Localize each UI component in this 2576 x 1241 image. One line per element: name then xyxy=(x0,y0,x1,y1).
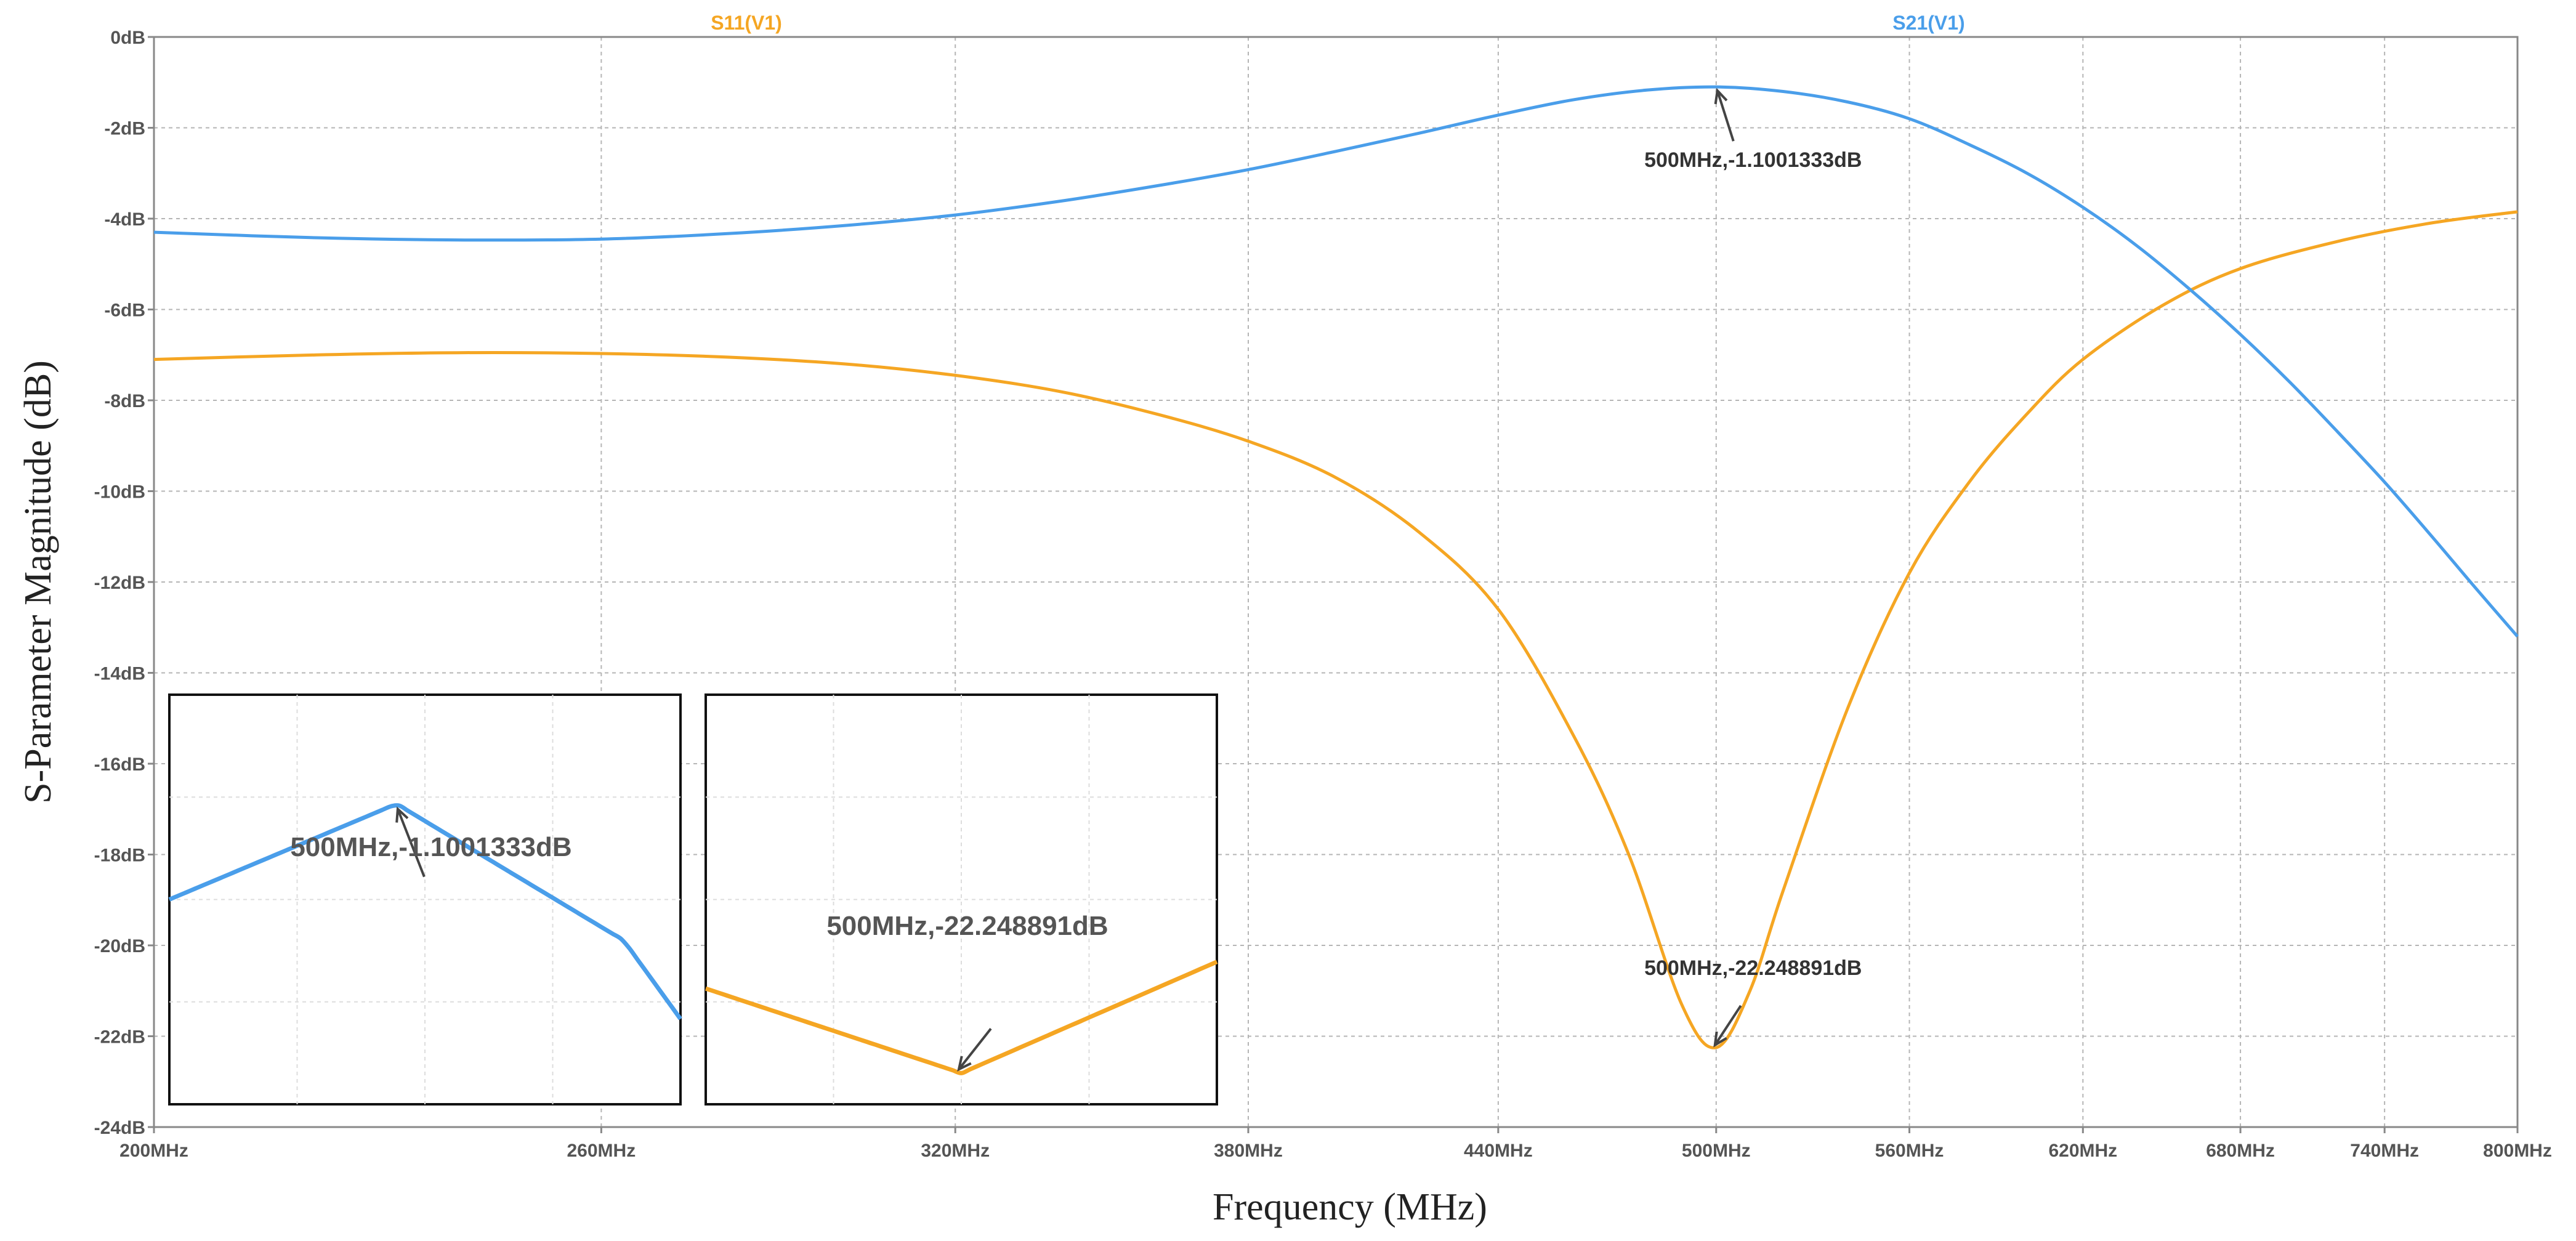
x-tick-label: 500MHz xyxy=(1682,1141,1751,1161)
annotation-label-s11: 500MHz,-22.248891dB xyxy=(1644,956,1862,980)
y-axis-title: S-Parameter Magnitude (dB) xyxy=(17,360,59,804)
inset-arrow xyxy=(958,1028,992,1070)
series-line-s21-v1 xyxy=(153,85,2519,638)
annotation-arrow-s21 xyxy=(1716,90,1735,142)
inset-layer: 500MHz,-1.1001333dB 500MHz,-22.248891dB xyxy=(168,693,1218,1106)
y-tick-label: -24dB xyxy=(94,1118,145,1138)
y-tick-label: -10dB xyxy=(94,482,145,503)
y-tick-label: -6dB xyxy=(104,301,145,321)
annotation-arrow-s11-head xyxy=(1713,1031,1727,1048)
series-layer xyxy=(153,85,2519,1049)
annotation-arrow-s11 xyxy=(1714,1005,1742,1046)
x-tick-label: 260MHz xyxy=(567,1141,636,1161)
inset-label: 500MHz,-22.248891dB xyxy=(826,911,1108,941)
zoom-inset-s11: 500MHz,-22.248891dB xyxy=(705,693,1218,1106)
y-tick-label: -22dB xyxy=(94,1027,145,1048)
x-tick-label: 380MHz xyxy=(1214,1141,1283,1161)
annotation-layer: 500MHz,-1.1001333dB 500MHz,-22.248891dB xyxy=(1644,87,1862,1048)
zoom-inset-s21: 500MHz,-1.1001333dB xyxy=(168,693,682,1106)
y-tick-label: -12dB xyxy=(94,573,145,593)
x-tick-label: 680MHz xyxy=(2206,1141,2275,1161)
y-tick-label: -20dB xyxy=(94,936,145,956)
legend-label: S21(V1) xyxy=(1892,12,1964,34)
tick-layer: 0dB -2dB -4dB -6dB -8dB -10dB -12dB -14dB -16dB -… xyxy=(94,28,2552,1161)
x-tick-label: 620MHz xyxy=(2048,1141,2117,1161)
legend-layer: S11(V1) S21(V1) xyxy=(711,12,1965,34)
y-tick-label: 0dB xyxy=(110,28,145,48)
inset-arrow-head xyxy=(395,806,409,823)
inset-series-line xyxy=(168,803,682,1021)
y-tick-label: -18dB xyxy=(94,846,145,866)
series-line-s11-v1 xyxy=(153,210,2518,1049)
annotation-label-s21: 500MHz,-1.1001333dB xyxy=(1644,148,1862,172)
y-tick-label: -2dB xyxy=(104,119,145,139)
x-axis-title: Frequency (MHz) xyxy=(1213,1186,1487,1228)
x-tick-label: 200MHz xyxy=(119,1141,188,1161)
y-tick-label: -8dB xyxy=(104,391,145,411)
inset-series-line xyxy=(705,960,1218,1075)
y-tick-label: -14dB xyxy=(94,664,145,684)
inset-arrow xyxy=(397,808,426,878)
y-tick-label: -16dB xyxy=(94,754,145,775)
inset-arrow-head xyxy=(957,1056,972,1072)
y-tick-label: -4dB xyxy=(104,209,145,230)
inset-label: 500MHz,-1.1001333dB xyxy=(290,832,571,862)
annotation-arrow-s21-head xyxy=(1714,87,1728,105)
x-tick-label: 560MHz xyxy=(1875,1141,1944,1161)
x-tick-label: 440MHz xyxy=(1464,1141,1533,1161)
x-tick-label: 740MHz xyxy=(2350,1141,2419,1161)
x-tick-label: 320MHz xyxy=(921,1141,990,1161)
x-tick-label: 800MHz xyxy=(2483,1141,2552,1161)
legend-label: S11(V1) xyxy=(711,12,782,34)
